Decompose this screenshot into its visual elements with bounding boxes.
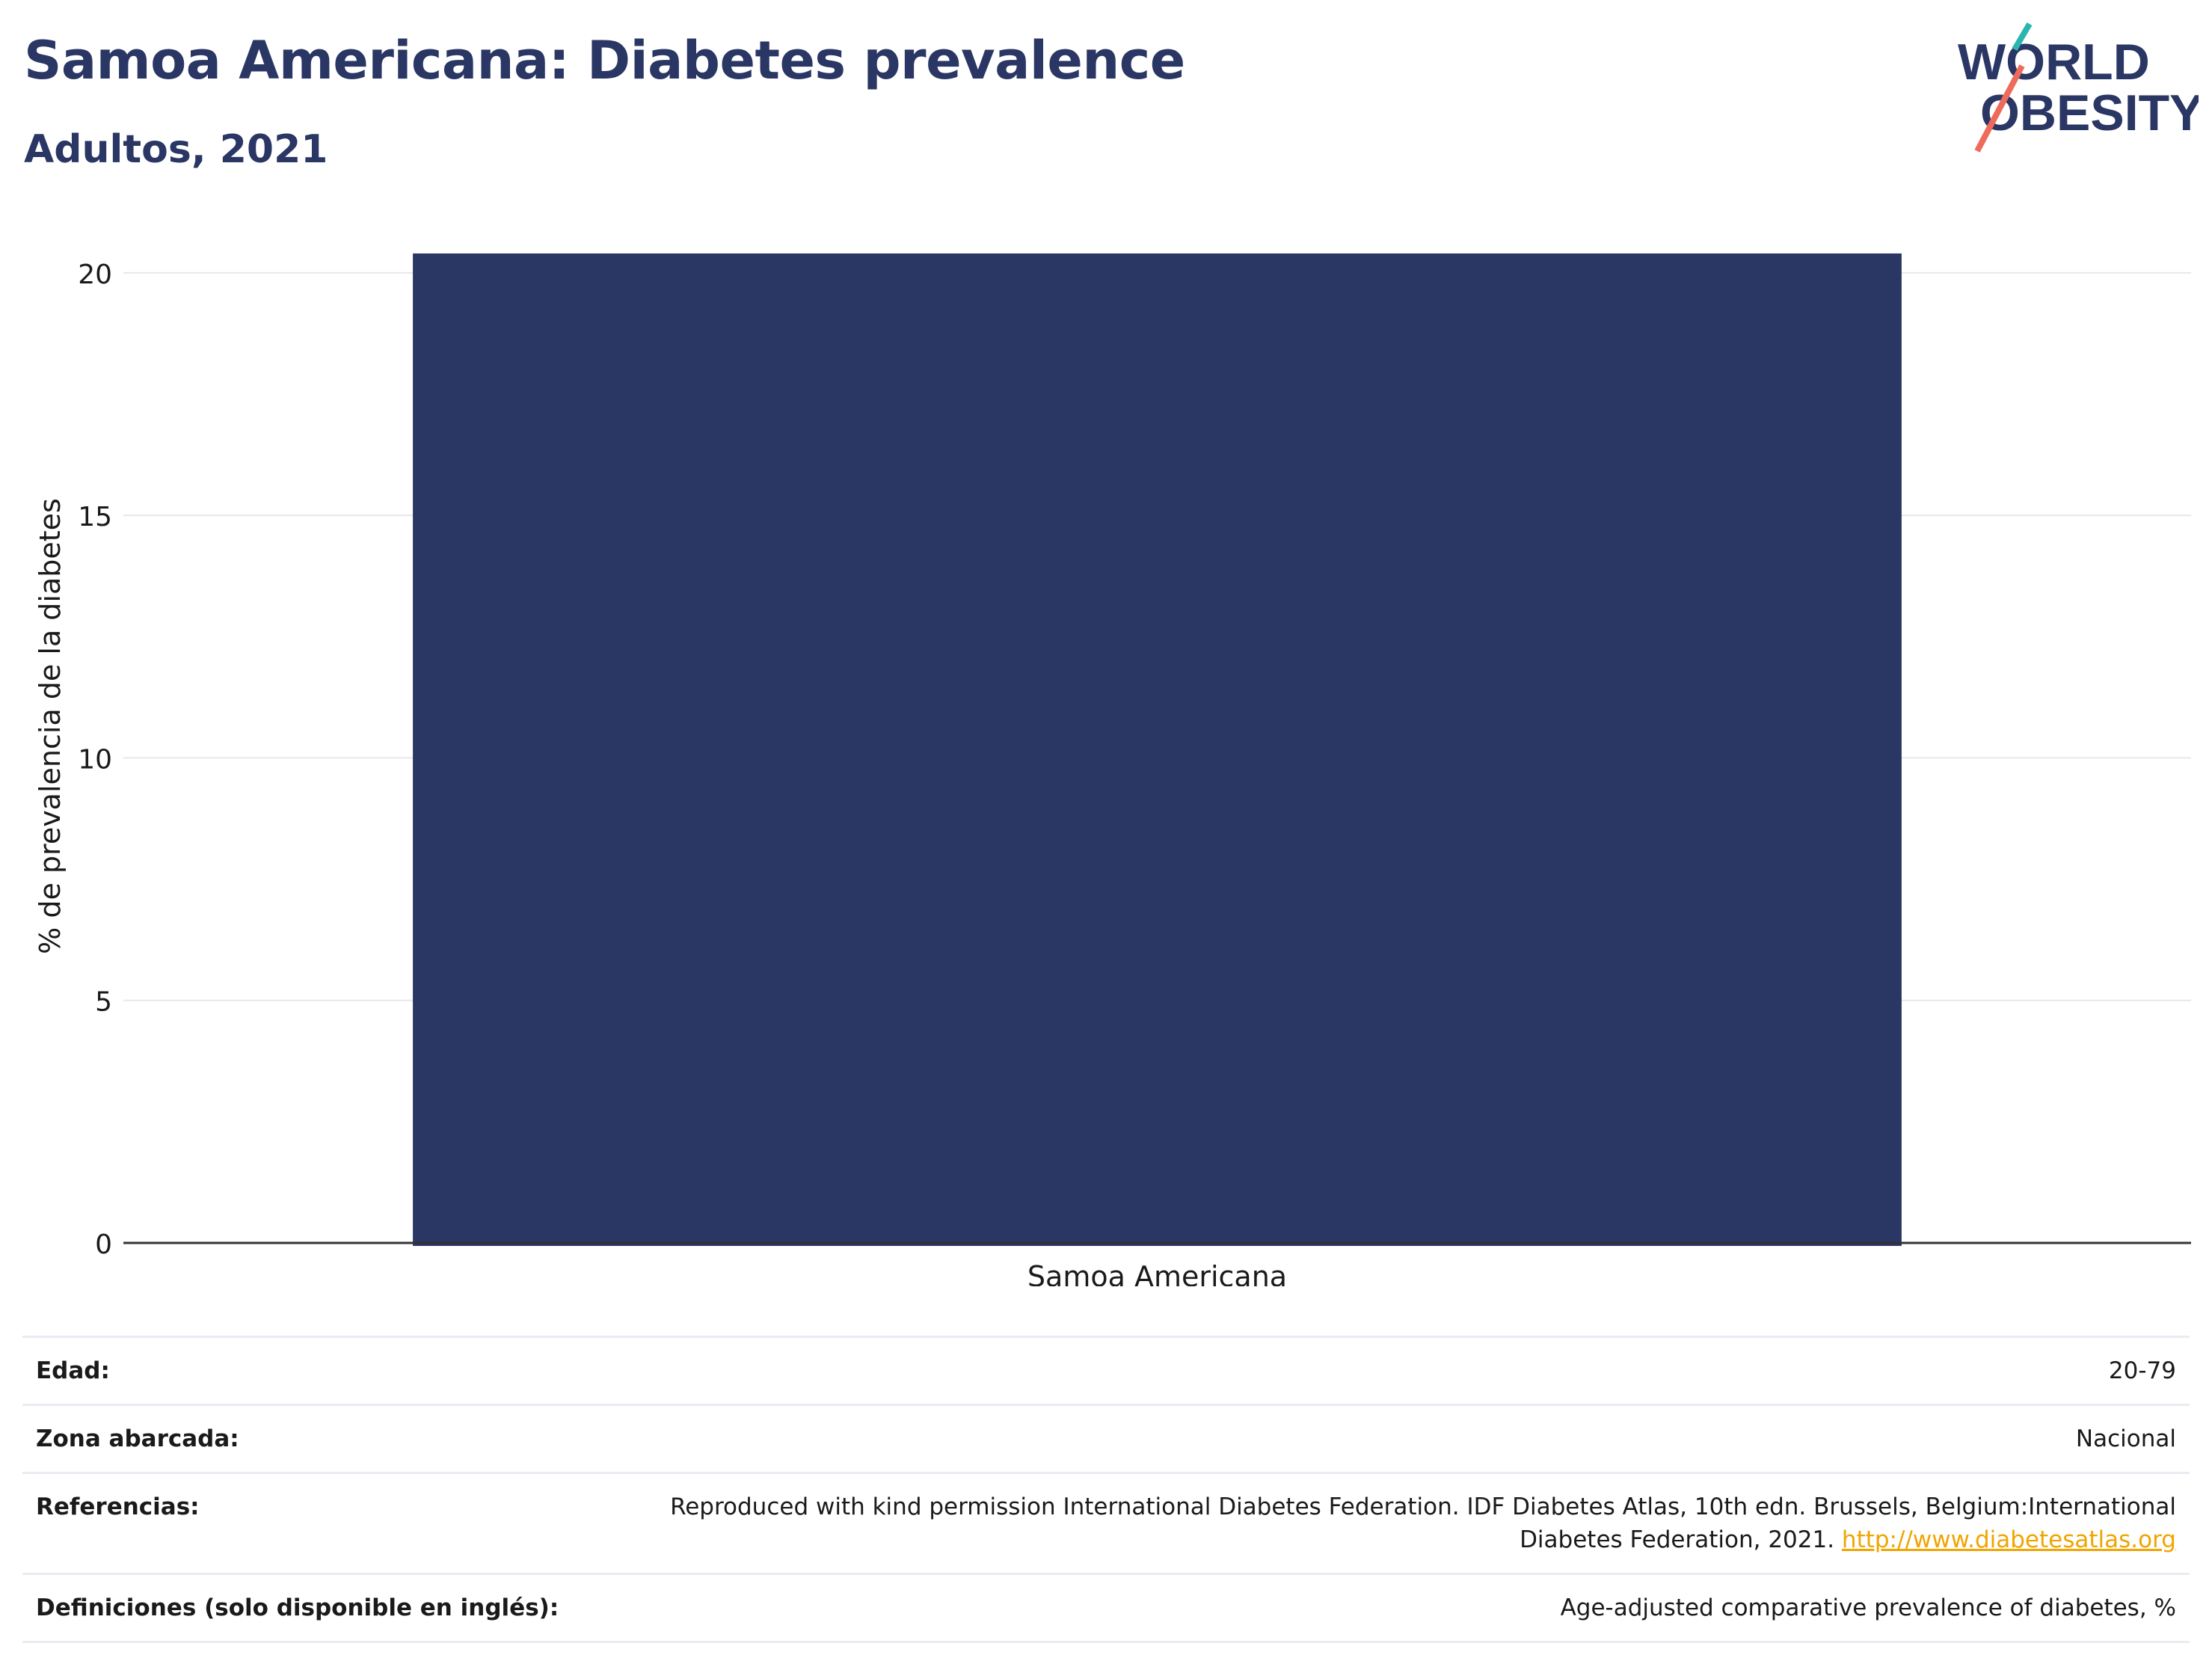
y-axis-label: % de prevalencia de la diabetes [34, 498, 67, 954]
logo-teal-slash [2012, 22, 2033, 52]
y-tick-labels: 0 5 10 15 20 [78, 260, 112, 1260]
bars [413, 253, 1902, 1246]
chart-title: Samoa Americana: Diabetes prevalence [24, 30, 1185, 91]
metadata-key: Definiciones (solo disponible en inglés)… [22, 1573, 573, 1643]
y-tick-label: 20 [78, 260, 112, 290]
chart-subtitle: Adultos, 2021 [24, 127, 328, 172]
metadata-row: Referencias: Reproduced with kind permiss… [22, 1472, 2190, 1574]
metadata-value: Nacional [573, 1404, 2190, 1473]
world-obesity-logo: WORLD OBESITY [1958, 22, 2199, 153]
logo-line1: WORLD [1958, 34, 2150, 90]
metadata-value: Reproduced with kind permission Internat… [573, 1472, 2190, 1574]
y-tick-label: 5 [95, 987, 112, 1018]
x-tick-labels: Samoa Americana [1027, 1260, 1287, 1286]
metadata-row: Definiciones (solo disponible en inglés)… [22, 1573, 2190, 1643]
metadata-value-text: 20-79 [2108, 1357, 2176, 1384]
bar [413, 253, 1902, 1246]
metadata-row: Edad: 20-79 [22, 1336, 2190, 1405]
metadata-key: Zona abarcada: [22, 1404, 573, 1473]
logo-line2: OBESITY [1980, 85, 2199, 141]
y-tick-label: 0 [95, 1229, 112, 1260]
bar-chart: 0 5 10 15 20 Samoa Americana % de prevalenci… [34, 253, 2191, 1286]
metadata-key: Referencias: [22, 1472, 573, 1574]
metadata-value: 20-79 [573, 1336, 2190, 1405]
y-tick-label: 10 [78, 744, 112, 775]
y-tick-label: 15 [78, 502, 112, 532]
metadata-value: Age-adjusted comparative prevalence of d… [573, 1573, 2190, 1643]
reference-link[interactable]: http://www.diabetesatlas.org [1841, 1526, 2176, 1553]
metadata-row: Zona abarcada: Nacional [22, 1404, 2190, 1473]
metadata-value-text: Age-adjusted comparative prevalence of d… [1560, 1594, 2176, 1621]
metadata-key: Edad: [22, 1336, 573, 1405]
metadata-table: Edad: 20-79 Zona abarcada: Nacional Referenc… [22, 1336, 2190, 1643]
logo-coral-slash [1974, 64, 2025, 153]
x-tick-label: Samoa Americana [1027, 1260, 1287, 1286]
metadata-value-text: Reproduced with kind permission Internat… [670, 1493, 2176, 1553]
metadata-value-text: Nacional [2075, 1425, 2176, 1452]
